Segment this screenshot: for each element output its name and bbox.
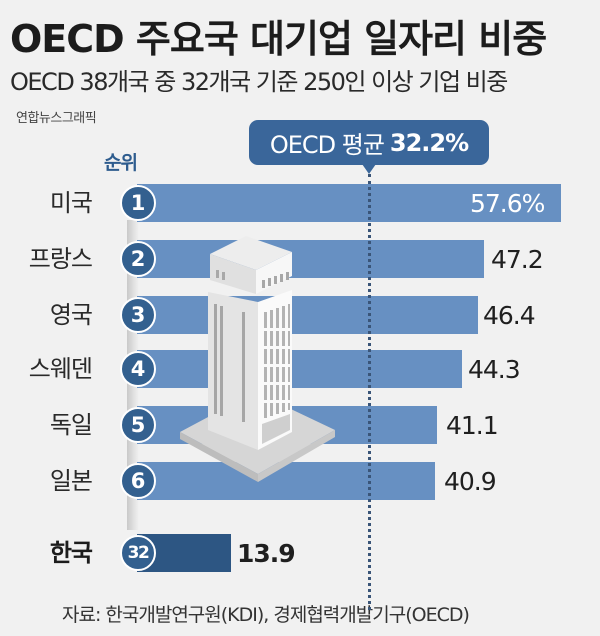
bar-row-japan: 일본 6 40.9: [0, 462, 600, 500]
oecd-average-line: [368, 174, 371, 610]
value-label: 47.2: [491, 245, 544, 274]
bar-row-usa: 미국 1 57.6%: [0, 184, 600, 222]
value-label: 13.9: [237, 539, 296, 568]
country-label: 영국: [49, 301, 93, 329]
rank-badge: 5: [120, 407, 156, 443]
graphic-credit: 연합뉴스그래픽: [16, 111, 97, 126]
bar: [137, 296, 478, 334]
bar: [137, 240, 484, 278]
callout-pointer: [362, 164, 376, 174]
rank-badge: 2: [120, 241, 156, 277]
value-label: 40.9: [444, 467, 497, 496]
rank-badge: 32: [120, 535, 156, 571]
country-label: 일본: [49, 467, 93, 495]
bar-row-sweden: 스웨덴 4 44.3: [0, 350, 600, 388]
callout-value: 32.2%: [389, 128, 469, 157]
chart-title: OECD 주요국 대기업 일자리 비중: [10, 17, 547, 61]
office-building-icon: [180, 236, 335, 482]
rank-badge: 1: [120, 185, 156, 221]
value-label: 41.1: [446, 411, 499, 440]
bar: [137, 184, 561, 222]
value-label: 46.4: [483, 301, 536, 330]
rank-badge: 3: [120, 297, 156, 333]
oecd-average-callout: OECD 평균 32.2%: [249, 120, 489, 165]
callout-label: OECD 평균: [269, 131, 385, 159]
country-label: 스웨덴: [28, 355, 93, 383]
bar: [137, 462, 435, 500]
chart-subtitle: OECD 38개국 중 32개국 기준 250인 이상 기업 비중: [10, 68, 508, 96]
rank-badge: 4: [120, 351, 156, 387]
source-note: 자료: 한국개발연구원(KDI), 경제협력개발기구(OECD): [62, 604, 470, 626]
rank-column-header: 순위: [104, 152, 138, 174]
country-label: 프랑스: [28, 245, 93, 273]
country-label: 한국: [49, 539, 93, 567]
country-label: 독일: [49, 411, 93, 439]
bar-row-korea: 한국 32 13.9: [0, 534, 600, 572]
value-label: 57.6%: [470, 189, 545, 218]
value-label: 44.3: [468, 355, 521, 384]
country-label: 미국: [49, 189, 93, 217]
rank-badge: 6: [120, 463, 156, 499]
bar-row-uk: 영국 3 46.4: [0, 296, 600, 334]
bar-row-france: 프랑스 2 47.2: [0, 240, 600, 278]
bar: [137, 350, 462, 388]
